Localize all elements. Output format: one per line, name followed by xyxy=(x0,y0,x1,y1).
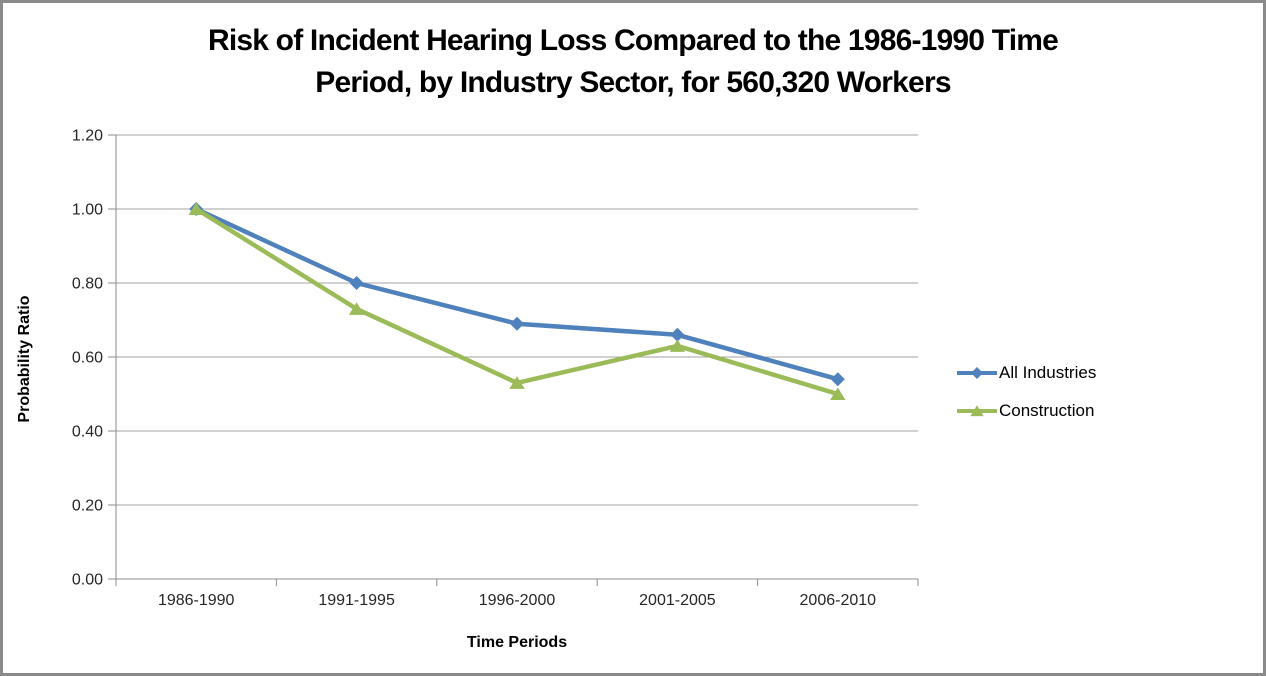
y-tick-label: 0.60 xyxy=(72,350,103,367)
chart-title: Risk of Incident Hearing Loss Compared t… xyxy=(3,20,1263,104)
x-tick-label: 1986-1990 xyxy=(158,592,235,609)
legend-marker-all-industries xyxy=(956,365,998,381)
series-marker-construction xyxy=(830,387,846,400)
x-tick-label: 1996-2000 xyxy=(479,592,556,609)
legend-swatch-svg xyxy=(957,367,997,379)
legend: All Industries Construction xyxy=(956,362,1096,438)
y-axis-title: Probability Ratio xyxy=(16,295,33,423)
y-tick-label: 0.40 xyxy=(72,424,103,441)
series-marker-all-industries xyxy=(510,316,524,331)
chart-title-line-2: Period, by Industry Sector, for 560,320 … xyxy=(315,66,951,99)
x-tick-label: 1991-1995 xyxy=(318,592,395,609)
legend-swatch-svg xyxy=(957,405,997,417)
legend-marker-shape xyxy=(971,367,983,379)
series-marker-construction xyxy=(509,376,525,389)
x-tick-label: 2006-2010 xyxy=(800,592,877,609)
series-marker-construction xyxy=(348,302,365,315)
legend-item-all-industries: All Industries xyxy=(956,362,1096,384)
x-axis-title: Time Periods xyxy=(466,634,568,651)
y-tick-label: 1.20 xyxy=(72,128,103,145)
legend-item-construction: Construction xyxy=(956,400,1096,422)
series-marker-all-industries xyxy=(830,372,845,387)
chart-title-line-1: Risk of Incident Hearing Loss Compared t… xyxy=(207,24,1059,57)
y-tick-label: 0.20 xyxy=(72,498,103,515)
y-tick-label: 0.80 xyxy=(72,276,103,293)
y-tick-label: 1.00 xyxy=(72,202,103,219)
series-line-all-industries xyxy=(193,206,841,382)
y-tick-label: 0.00 xyxy=(72,572,103,589)
x-tick-label: 2001-2005 xyxy=(639,592,716,609)
legend-marker-construction xyxy=(956,403,998,419)
series-line-construction xyxy=(193,206,841,397)
series-marker-construction xyxy=(188,202,204,215)
plot-area: 0.00 0.20 0.40 0.60 0.80 1.00 1.20 1986-1990 199… xyxy=(72,128,919,609)
legend-marker-shape xyxy=(970,405,984,417)
series-marker-construction xyxy=(669,339,686,352)
series-marker-all-industries xyxy=(349,276,364,290)
legend-label: All Industries xyxy=(999,363,1097,382)
legend-label: Construction xyxy=(999,401,1095,420)
series-marker-all-industries xyxy=(670,327,685,342)
